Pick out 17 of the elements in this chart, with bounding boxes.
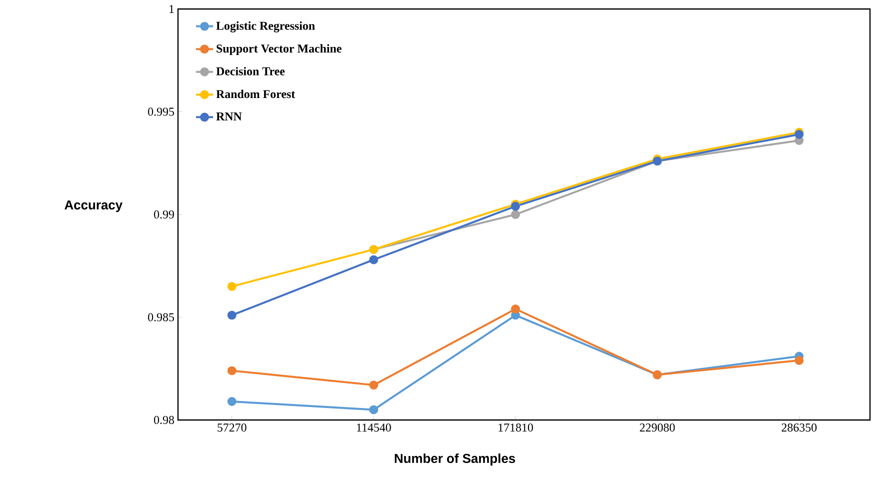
legend-label: Random Forest [216, 90, 296, 98]
y-tick-label: 0.98 [154, 416, 174, 424]
x-tick-label: 57270 [218, 424, 246, 432]
x-tick-label: 114540 [357, 424, 391, 432]
legend-label: Logistic Regression [216, 21, 315, 32]
y-tick-label: 0.985 [148, 313, 174, 322]
y-axis-title: Accuracy [64, 200, 123, 212]
legend-label: Support Vector Machine [216, 44, 342, 56]
y-tick-label: 1 [170, 5, 174, 13]
y-tick-label: 0.995 [148, 108, 174, 116]
legend-label: Decision Tree [216, 66, 285, 76]
y-tick-label: 0.99 [154, 210, 174, 219]
x-tick-label: 286350 [782, 424, 817, 432]
legend-label: RNN [216, 112, 242, 120]
x-tick-label: 229080 [640, 424, 675, 432]
x-axis-title: Number of Samples [394, 454, 516, 466]
x-tick-label: 171810 [498, 424, 533, 432]
